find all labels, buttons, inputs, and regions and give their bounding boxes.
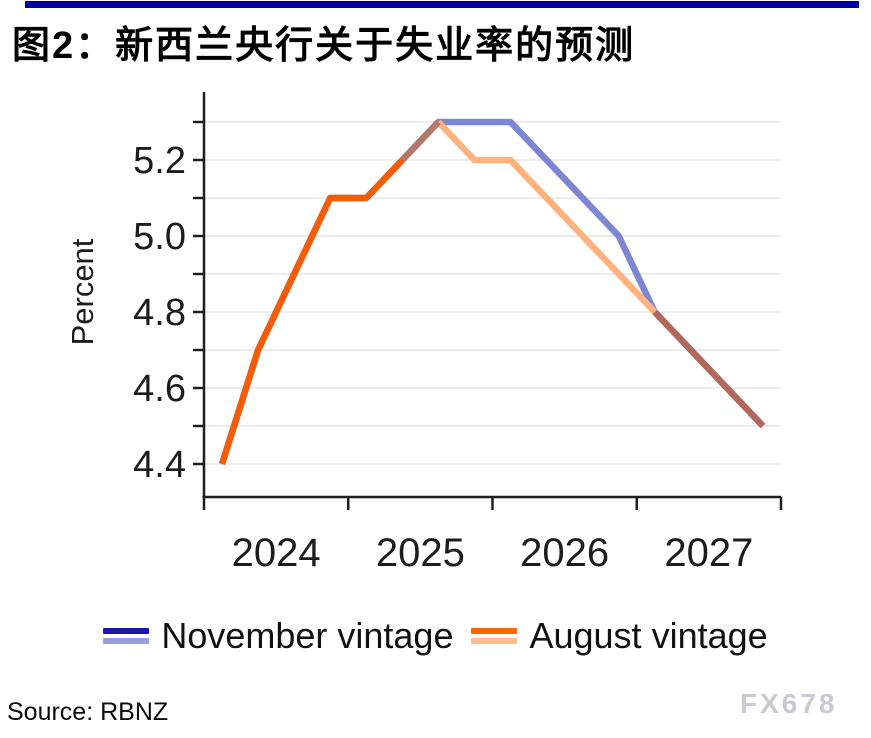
november-line-swatch-icon — [103, 628, 150, 644]
x-tick-label: 2024 — [232, 531, 321, 575]
legend-label-august: August vintage — [529, 615, 768, 656]
legend-label-november: November vintage — [161, 615, 454, 656]
series-august-segment — [218, 157, 405, 465]
series-august-segment — [399, 119, 441, 163]
y-tick-label: 4.8 — [133, 292, 186, 334]
source-note: Source: RBNZ — [7, 698, 169, 726]
series-august-segment — [436, 119, 658, 315]
august-line-swatch-icon — [471, 628, 518, 644]
x-tick-label: 2027 — [664, 531, 753, 575]
y-tick-label: 4.4 — [133, 444, 186, 486]
y-tick-label: 4.6 — [133, 368, 186, 410]
chart-legend: November vintage August vintage — [0, 608, 871, 664]
series-november-line — [218, 118, 766, 465]
watermark: FX678 — [740, 688, 838, 719]
y-axis-label: Percent — [65, 238, 100, 345]
page-title: 图2：新西兰央行关于失业率的预测 — [12, 25, 636, 67]
legend-item-november: November vintage — [103, 615, 453, 657]
y-tick-label: 5.2 — [133, 140, 186, 182]
y-tick-label: 5.0 — [133, 216, 186, 258]
title-accent-bar — [25, 1, 859, 8]
x-tick-label: 2025 — [376, 531, 465, 575]
legend-item-august: August vintage — [471, 615, 768, 657]
x-tick-label: 2026 — [520, 531, 609, 575]
series-august-segment — [652, 309, 766, 429]
